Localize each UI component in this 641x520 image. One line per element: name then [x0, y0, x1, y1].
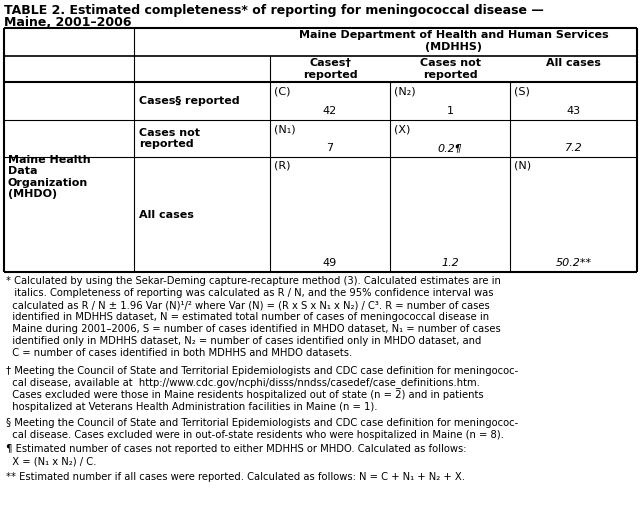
- Text: 49: 49: [323, 258, 337, 268]
- Text: (S): (S): [514, 86, 530, 96]
- Text: (X): (X): [394, 124, 410, 134]
- Text: Maine Health
Data
Organization
(MHDO): Maine Health Data Organization (MHDO): [8, 154, 90, 199]
- Text: (N): (N): [514, 161, 531, 171]
- Text: ** Estimated number if all cases were reported. Calculated as follows: N = C + N: ** Estimated number if all cases were re…: [6, 472, 465, 482]
- Text: Cases not
reported: Cases not reported: [139, 128, 200, 149]
- Text: Cases not
reported: Cases not reported: [419, 58, 481, 80]
- Text: TABLE 2. Estimated completeness* of reporting for meningococcal disease —: TABLE 2. Estimated completeness* of repo…: [4, 4, 544, 17]
- Text: 1.2: 1.2: [441, 258, 459, 268]
- Text: All cases: All cases: [546, 58, 601, 68]
- Text: 50.2**: 50.2**: [556, 258, 592, 268]
- Text: 1: 1: [447, 106, 453, 116]
- Text: (N₂): (N₂): [394, 86, 415, 96]
- Text: (R): (R): [274, 161, 290, 171]
- Text: * Calculated by using the Sekar-Deming capture-recapture method (3). Calculated : * Calculated by using the Sekar-Deming c…: [6, 276, 501, 358]
- Text: Maine Department of Health and Human Services
(MDHHS): Maine Department of Health and Human Ser…: [299, 30, 608, 51]
- Text: 43: 43: [567, 106, 581, 116]
- Text: § Meeting the Council of State and Territorial Epidemiologists and CDC case defi: § Meeting the Council of State and Terri…: [6, 418, 519, 439]
- Text: 7: 7: [326, 143, 333, 153]
- Text: Cases†
reported: Cases† reported: [303, 58, 357, 80]
- Text: (C): (C): [274, 86, 290, 96]
- Text: 42: 42: [323, 106, 337, 116]
- Text: (N₁): (N₁): [274, 124, 296, 134]
- Text: ¶ Estimated number of cases not reported to either MDHHS or MHDO. Calculated as : ¶ Estimated number of cases not reported…: [6, 445, 467, 466]
- Text: Cases§ reported: Cases§ reported: [139, 96, 240, 106]
- Text: Maine, 2001–2006: Maine, 2001–2006: [4, 16, 131, 29]
- Text: 7.2: 7.2: [565, 143, 583, 153]
- Text: 0.2¶: 0.2¶: [438, 143, 462, 153]
- Text: All cases: All cases: [139, 210, 194, 219]
- Text: † Meeting the Council of State and Territorial Epidemiologists and CDC case defi: † Meeting the Council of State and Terri…: [6, 366, 519, 412]
